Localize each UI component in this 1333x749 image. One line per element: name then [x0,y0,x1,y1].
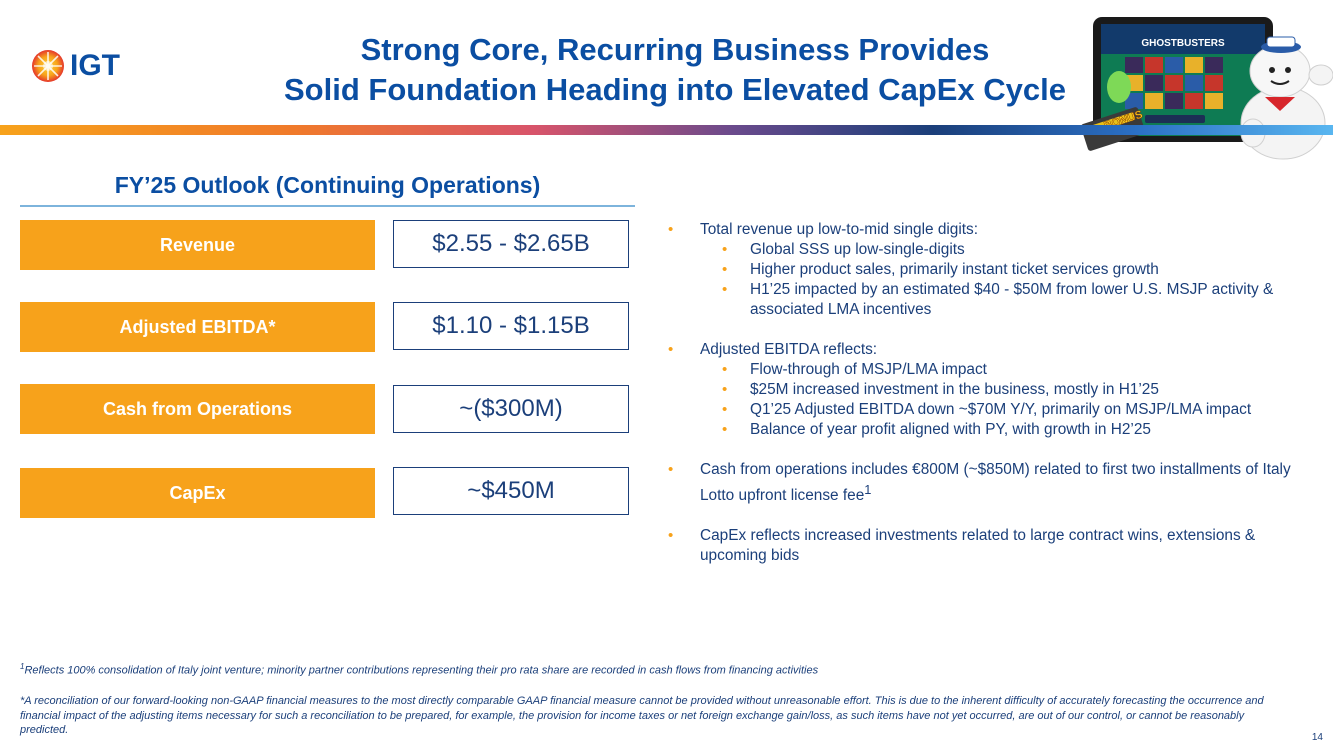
footnote-1-text: Reflects 100% consolidation of Italy joi… [24,664,819,677]
commentary-bullets: Total revenue up low-to-mid single digit… [668,220,1318,586]
footnote-1-marker: 1 [20,662,25,671]
metric-label-adjusted-ebitda: Adjusted EBITDA* [20,302,375,352]
page-title: Strong Core, Recurring Business Provides… [240,30,1110,110]
sub-bullet: Global SSS up low-single-digits [700,240,1318,260]
sub-bullet: Balance of year profit aligned with PY, … [700,420,1318,440]
metric-value-adjusted-ebitda: $1.10 - $1.15B [393,302,629,350]
page-number: 14 [1311,732,1323,743]
game-title-text: GHOSTBUSTERS [1141,38,1225,49]
bullet-cash-text: Cash from operations includes €800M (~$8… [700,461,1291,505]
metric-value-revenue: $2.55 - $2.65B [393,220,629,268]
ghostbusters-game-illustration: GHOSTBUSTERS BONUS [1080,17,1333,160]
igt-logo: IGT [30,48,120,84]
sub-bullet: Higher product sales, primarily instant … [700,260,1318,280]
header-gradient-stripe [0,125,1333,135]
bullet-ebitda-text: Adjusted EBITDA reflects: [700,341,878,358]
bullet-revenue: Total revenue up low-to-mid single digit… [668,220,1318,320]
metric-label-revenue: Revenue [20,220,375,270]
bullet-capex: CapEx reflects increased investments rel… [668,526,1318,566]
slimer-ghost [1107,71,1131,103]
bullet-ebitda: Adjusted EBITDA reflects: Flow-through o… [668,340,1318,440]
title-line-2: Solid Foundation Heading into Elevated C… [284,72,1066,107]
outlook-heading: FY’25 Outlook (Continuing Operations) [114,172,541,198]
sub-bullet: Q1’25 Adjusted EBITDA down ~$70M Y/Y, pr… [700,400,1318,420]
footnote-ref: 1 [864,482,872,497]
sub-bullet: Flow-through of MSJP/LMA impact [700,360,1318,380]
sub-bullet: $25M increased investment in the busines… [700,380,1318,400]
metric-label-capex: CapEx [20,468,375,518]
bullet-revenue-text: Total revenue up low-to-mid single digit… [700,221,979,238]
bullet-cash-from-operations: Cash from operations includes €800M (~$8… [668,460,1318,506]
sub-bullet: H1’25 impacted by an estimated $40 - $50… [700,280,1318,320]
footnote-1: 1Reflects 100% consolidation of Italy jo… [20,662,1310,677]
metric-label-cash-from-operations: Cash from Operations [20,384,375,434]
marshmallow-man-mascot [1240,36,1333,160]
metric-value-capex: ~$450M [393,467,629,515]
sunburst-logo-icon [32,50,64,82]
footnote-reconciliation: *A reconciliation of our forward-looking… [20,695,1264,736]
outlook-divider [20,205,635,207]
title-line-1: Strong Core, Recurring Business Provides [360,32,990,67]
metric-value-cash-from-operations: ~($300M) [393,385,629,433]
bullet-capex-text: CapEx reflects increased investments rel… [700,527,1256,565]
logo-text: IGT [70,49,120,82]
slot-reel-grid [1125,57,1223,109]
